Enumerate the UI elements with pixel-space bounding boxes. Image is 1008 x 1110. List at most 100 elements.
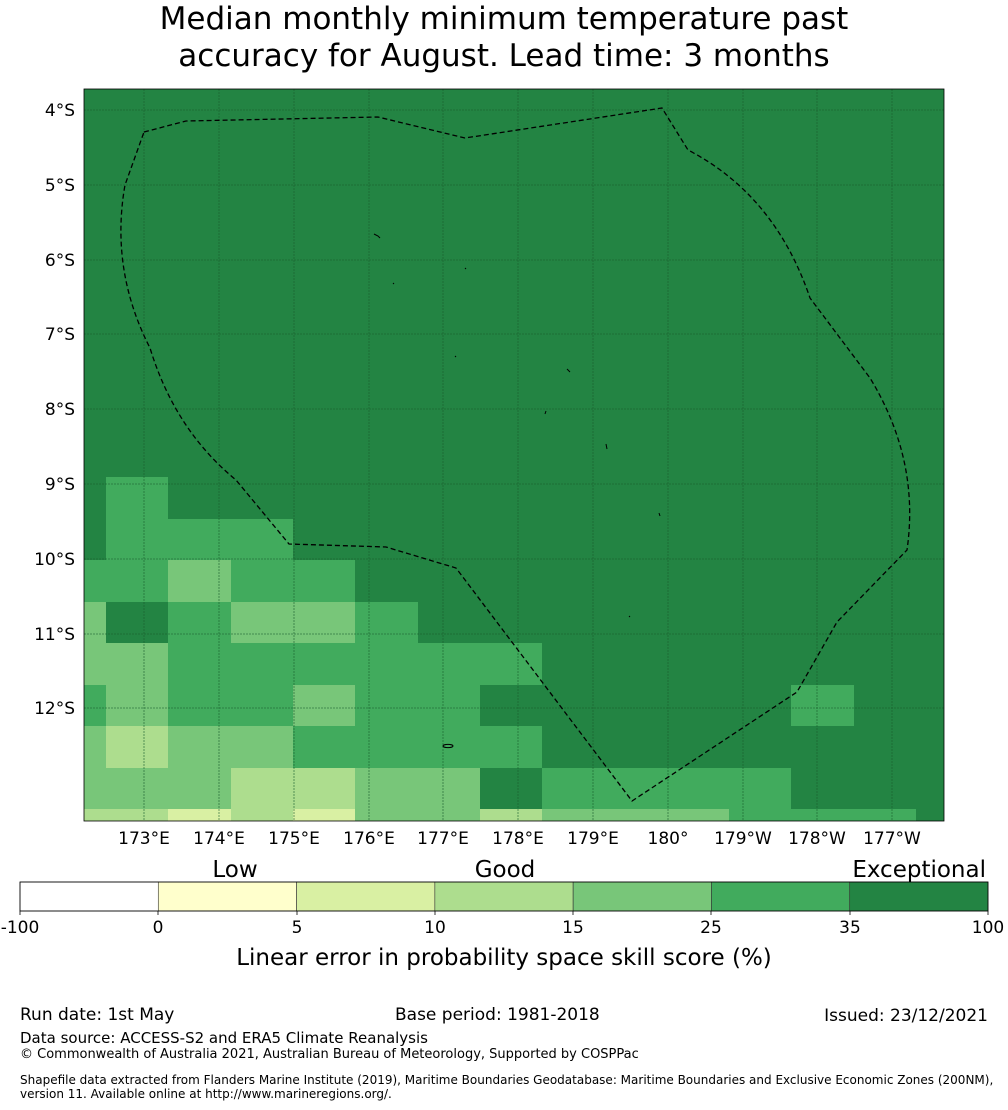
colorbar-swatch: [849, 881, 989, 912]
skill-cell: [84, 809, 168, 821]
colorbar-swatch: [296, 881, 436, 912]
skill-cell: [729, 809, 916, 821]
skill-cell: [106, 477, 168, 519]
island: [442, 743, 454, 749]
colorbar-tick-label: -100: [1, 918, 40, 938]
lat-label: 4°S: [45, 101, 75, 121]
island: [464, 267, 467, 270]
skill-cell: [355, 768, 480, 809]
skill-cell: [293, 685, 355, 726]
base-period: Base period: 1981-2018: [395, 1005, 600, 1025]
data-source: Data source: ACCESS-S2 and ERA5 Climate …: [20, 1029, 428, 1047]
lat-label: 11°S: [34, 625, 75, 645]
colorbar-swatches: [19, 881, 989, 912]
colorbar-swatch: [434, 881, 574, 912]
colorbar-tick-label: 5: [292, 918, 303, 938]
lon-label: 175°E: [268, 829, 320, 849]
longitude-labels: 173°E 174°E 175°E 176°E 177°E 178°E 179°…: [118, 829, 921, 849]
lon-label: 177°E: [417, 829, 469, 849]
issued-date: Issued: 23/12/2021: [824, 1006, 988, 1026]
skill-cell: [355, 809, 480, 821]
lon-label: 178°E: [492, 829, 544, 849]
skill-cell: [168, 643, 542, 685]
run-date: Run date: 1st May: [20, 1005, 175, 1025]
skill-cell: [106, 726, 168, 768]
colorbar-tick-labels: -100 0 5 10 15 25 35 100: [1, 918, 1005, 938]
shapefile-citation-line-2: version 11. Available online at http://w…: [20, 1087, 392, 1101]
island: [658, 512, 661, 517]
skill-cell: [168, 602, 231, 643]
lon-label: 174°E: [193, 829, 245, 849]
map-title-line-1: Median monthly minimum temperature past: [159, 1, 849, 37]
islands: [373, 233, 661, 749]
colorbar-tick-label: 10: [424, 918, 446, 938]
colorbar-frame: [19, 881, 989, 912]
colorbar-tick-marks: [19, 911, 989, 915]
map-frame: [83, 88, 945, 822]
lat-label: 5°S: [45, 176, 75, 196]
skill-cell: [106, 519, 293, 560]
skill-cell: [542, 809, 729, 821]
skill-cell: [791, 685, 854, 726]
eez-boundary: [120, 107, 911, 802]
colorbar-tick-label: 25: [700, 918, 722, 938]
skill-cell: [168, 726, 293, 768]
skill-cell: [355, 602, 418, 643]
colorbar-swatch: [572, 881, 712, 912]
lat-label: 12°S: [34, 699, 75, 719]
colorbar-category-good: Good: [475, 857, 536, 883]
colorbar-category-low: Low: [212, 857, 257, 883]
lat-label: 8°S: [45, 400, 75, 420]
lon-label: 179°W: [714, 829, 772, 849]
map-title-line-2: accuracy for August. Lead time: 3 months: [178, 38, 830, 74]
colorbar-label: Linear error in probability space skill …: [236, 945, 772, 971]
skill-cell: [293, 726, 542, 768]
skill-cell: [84, 643, 168, 685]
skill-cell: [480, 809, 542, 821]
skill-cell: [231, 560, 355, 602]
skill-cell: [293, 809, 355, 821]
shapefile-citation-line-1: Shapefile data extracted from Flanders M…: [20, 1073, 994, 1087]
colorbar-tick-label: 0: [153, 918, 164, 938]
lat-label: 10°S: [34, 550, 75, 570]
island: [605, 443, 608, 450]
island: [566, 368, 571, 373]
skill-cell: [84, 685, 106, 726]
island: [454, 355, 457, 358]
skill-cell: [84, 768, 231, 809]
skill-cell: [168, 560, 231, 602]
colorbar-swatch: [19, 881, 159, 912]
lon-label: 177°W: [863, 829, 921, 849]
colorbar-swatch: [711, 881, 851, 912]
copyright: © Commonwealth of Australia 2021, Austra…: [20, 1047, 639, 1062]
island: [392, 282, 395, 285]
skill-cell: [168, 809, 231, 821]
skill-cell: [84, 602, 106, 643]
skill-cell: [231, 602, 355, 643]
latitude-labels: 4°S 5°S 6°S 7°S 8°S 9°S 10°S 11°S 12°S: [34, 101, 75, 719]
lat-label: 7°S: [45, 325, 75, 345]
skill-cell: [84, 726, 106, 768]
skill-cell: [231, 768, 355, 809]
skill-cell: [84, 560, 168, 602]
island: [628, 615, 631, 618]
lon-label: 173°E: [118, 829, 170, 849]
lat-label: 9°S: [45, 475, 75, 495]
colorbar-tick-label: 100: [972, 918, 1004, 938]
colorbar-tick-label: 15: [562, 918, 584, 938]
skill-cell: [168, 685, 293, 726]
colorbar-tick-label: 35: [839, 918, 861, 938]
lon-label: 178°W: [788, 829, 846, 849]
skill-cell: [106, 685, 168, 726]
island: [373, 233, 381, 239]
lon-label: 180°: [648, 829, 689, 849]
colorbar-category-exceptional: Exceptional: [852, 857, 986, 883]
map-gridlines: [84, 89, 944, 821]
island: [544, 410, 547, 415]
lon-label: 179°E: [567, 829, 619, 849]
lat-label: 6°S: [45, 251, 75, 271]
skill-cell: [542, 768, 791, 809]
lon-label: 176°E: [343, 829, 395, 849]
skill-cell: [231, 809, 293, 821]
